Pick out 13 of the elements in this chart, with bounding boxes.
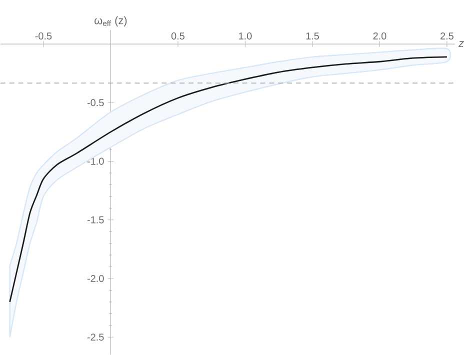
x-tick-label: 2.5 bbox=[440, 32, 454, 40]
y-tick-label: -1.0 bbox=[87, 158, 104, 165]
y-tick-label: -2.5 bbox=[87, 334, 104, 341]
y-tick-label: -1.5 bbox=[87, 216, 104, 224]
x-tick-label: 2.0 bbox=[373, 32, 386, 40]
x-tick-label: 0.5 bbox=[171, 32, 184, 40]
x-axis-title: z bbox=[458, 41, 464, 47]
x-tick-label: 1.0 bbox=[239, 32, 252, 40]
y-axis-title: ω$_{eff}$ (z) bbox=[94, 16, 127, 26]
y-tick-label: -2.0 bbox=[87, 274, 104, 282]
y-tick-label: -0.5 bbox=[87, 99, 104, 106]
x-tick-label: 1.5 bbox=[306, 32, 319, 40]
x-tick-label: -0.5 bbox=[35, 32, 52, 40]
